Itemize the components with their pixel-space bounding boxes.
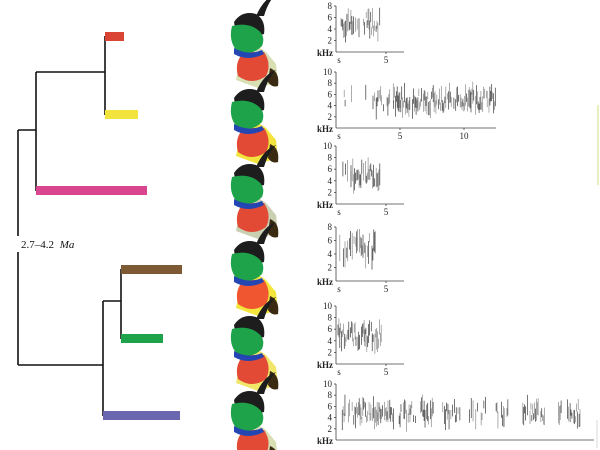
spectrogram-y-tick-label: 6: [328, 164, 333, 174]
bird-head-illustration: [230, 372, 277, 450]
spectrogram-x-tick-label: 10: [460, 131, 470, 141]
spectrogram-y-tick-label: 8: [328, 222, 333, 232]
spectrogram-y-unit: kHz: [317, 124, 333, 134]
spectrogram-y-tick-label: 8: [328, 78, 333, 88]
spectrogram-y-tick-label: 2: [328, 36, 333, 46]
spectrogram-y-tick-label: 4: [328, 101, 333, 111]
tip-branch-magenta: [36, 186, 147, 195]
tip-branch-green: [121, 334, 163, 343]
spectrogram-y-unit: kHz: [317, 436, 333, 446]
node-age-label: 2.7–4.2 Ma: [21, 239, 75, 251]
spectrogram-panel: 2 46 8 kHz 5 s: [317, 1, 404, 65]
spectrogram-y-tick-label: 4: [328, 24, 333, 34]
node-age-value: 2.7–4.2: [21, 239, 54, 251]
spectrogram-x-unit: s: [337, 284, 341, 294]
tip-branch-red: [105, 32, 124, 41]
bird-head-illustration: [230, 145, 279, 239]
spectrogram-y-tick-label: 4: [328, 249, 333, 259]
spectrogram-song-trace: [340, 7, 381, 43]
spectrogram-y-tick-label: 6: [328, 13, 333, 23]
spectrogram-x-tick-label: 5: [384, 284, 389, 294]
spectrogram-y-tick-label: 8: [328, 153, 333, 163]
bird-illustrations: [230, 0, 279, 450]
spectrogram-x-tick-label: 5: [384, 367, 389, 377]
spectrogram-song-trace: [342, 157, 381, 194]
node-age-unit: Ma: [59, 239, 75, 251]
phylogenetic-tree: [17, 36, 122, 416]
spectrogram-y-tick-label: 10: [323, 67, 333, 77]
node-label-background: [16, 236, 78, 252]
tip-branch-yellow: [105, 110, 138, 119]
spectrogram-song-trace: [337, 318, 382, 354]
spectrogram-x-unit: s: [337, 55, 341, 65]
spectrogram-x-unit: s: [337, 131, 341, 141]
spectrogram-x-unit: s: [337, 367, 341, 377]
spectrogram-y-tick-label: 8: [328, 313, 333, 323]
spectrogram-y-tick-label: 8: [328, 390, 333, 400]
spectrogram-y-unit: kHz: [317, 277, 333, 287]
spectrogram-song-trace: [339, 229, 376, 270]
spectrogram-panel: 24 68 10 kHz 5 s: [317, 141, 404, 217]
spectrogram-y-tick-label: 4: [328, 413, 333, 423]
spectrogram-y-tick-label: 6: [328, 324, 333, 334]
spectrogram-y-unit: kHz: [317, 200, 333, 210]
spectrogram-x-tick-label: 5: [384, 55, 389, 65]
spectrogram-y-tick-label: 8: [328, 1, 333, 11]
spectrogram-x-tick-label: 5: [384, 207, 389, 217]
spectrogram-y-tick-label: 2: [328, 112, 333, 122]
spectrogram-song-trace: [343, 81, 496, 120]
spectrogram-y-unit: kHz: [317, 360, 333, 370]
spectrogram-y-tick-label: 6: [328, 89, 333, 99]
spectrogram-y-tick-label: 4: [328, 176, 333, 186]
bird-head-illustration: [230, 222, 279, 316]
spectrogram-y-unit: kHz: [317, 48, 333, 58]
spectrogram-y-tick-label: 6: [328, 236, 333, 246]
spectrogram-y-tick-label: 2: [328, 187, 333, 197]
spectrogram-x-unit: s: [337, 207, 341, 217]
spectrogram-y-tick-label: 4: [328, 336, 333, 346]
spectrogram-song-trace: [341, 394, 581, 432]
spectrogram-y-tick-label: 2: [328, 347, 333, 357]
spectrogram-panel: 24 68 10 kHz 5 s: [317, 301, 404, 377]
spectrogram-y-tick-label: 10: [323, 379, 333, 389]
spectrogram-x-tick-label: 5: [398, 131, 403, 141]
spectrogram-panel: 2 4 6 8 kHz 5 s: [317, 222, 404, 294]
tip-branch-brown: [121, 265, 182, 274]
spectrogram-y-tick-label: 2: [328, 263, 333, 273]
spectrogram-y-tick-label: 2: [328, 424, 333, 434]
spectrogram-y-tick-label: 6: [328, 401, 333, 411]
tip-branch-purple: [103, 411, 180, 420]
spectrogram-y-tick-label: 10: [323, 141, 333, 151]
spectrogram-y-tick-label: 10: [323, 301, 333, 311]
